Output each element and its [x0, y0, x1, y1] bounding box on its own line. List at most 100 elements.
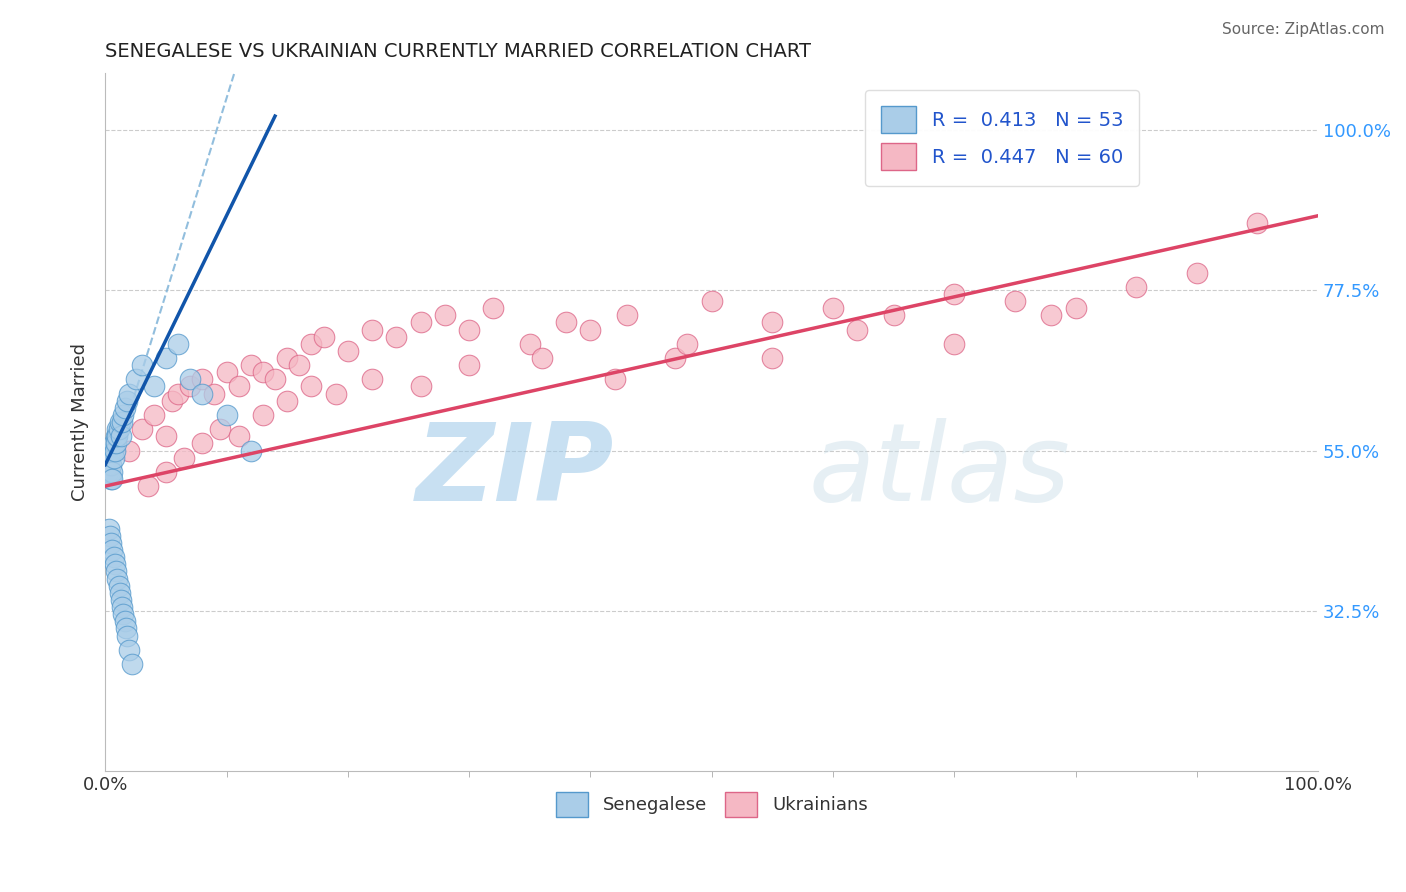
- Point: [108, 586, 131, 600]
- Point: [110, 429, 132, 443]
- Point: [136, 479, 159, 493]
- Point: [761, 351, 783, 365]
- Point: [111, 600, 134, 615]
- Point: [155, 351, 177, 365]
- Point: [191, 436, 214, 450]
- Point: [103, 436, 125, 450]
- Text: Source: ZipAtlas.com: Source: ZipAtlas.com: [1222, 22, 1385, 37]
- Point: [98, 529, 121, 543]
- Point: [160, 393, 183, 408]
- Point: [1246, 216, 1268, 230]
- Point: [131, 358, 153, 372]
- Point: [115, 393, 138, 408]
- Point: [114, 401, 136, 415]
- Point: [361, 372, 384, 386]
- Point: [105, 429, 128, 443]
- Point: [409, 315, 432, 329]
- Point: [676, 336, 699, 351]
- Point: [118, 386, 141, 401]
- Point: [105, 572, 128, 586]
- Point: [239, 358, 262, 372]
- Point: [215, 408, 238, 422]
- Point: [103, 550, 125, 565]
- Point: [312, 329, 335, 343]
- Point: [115, 628, 138, 642]
- Point: [433, 309, 456, 323]
- Point: [114, 615, 136, 629]
- Point: [385, 329, 408, 343]
- Point: [104, 558, 127, 572]
- Point: [228, 429, 250, 443]
- Point: [325, 386, 347, 401]
- Point: [299, 379, 322, 393]
- Point: [209, 422, 232, 436]
- Point: [530, 351, 553, 365]
- Point: [1040, 309, 1063, 323]
- Point: [97, 450, 120, 465]
- Point: [409, 379, 432, 393]
- Point: [821, 301, 844, 316]
- Point: [458, 322, 481, 336]
- Point: [173, 450, 195, 465]
- Point: [264, 372, 287, 386]
- Legend: Senegalese, Ukrainians: Senegalese, Ukrainians: [548, 784, 875, 824]
- Point: [191, 372, 214, 386]
- Point: [118, 642, 141, 657]
- Text: SENEGALESE VS UKRAINIAN CURRENTLY MARRIED CORRELATION CHART: SENEGALESE VS UKRAINIAN CURRENTLY MARRIE…: [105, 42, 811, 61]
- Text: ZIP: ZIP: [416, 417, 614, 524]
- Point: [100, 472, 122, 486]
- Point: [112, 607, 135, 622]
- Point: [215, 365, 238, 379]
- Point: [155, 429, 177, 443]
- Point: [664, 351, 686, 365]
- Point: [114, 621, 136, 635]
- Point: [191, 386, 214, 401]
- Point: [228, 379, 250, 393]
- Point: [1125, 280, 1147, 294]
- Point: [179, 372, 201, 386]
- Point: [1064, 301, 1087, 316]
- Point: [131, 422, 153, 436]
- Text: atlas: atlas: [808, 418, 1070, 524]
- Point: [616, 309, 638, 323]
- Point: [105, 565, 128, 579]
- Point: [97, 465, 120, 479]
- Point: [155, 465, 177, 479]
- Point: [112, 408, 135, 422]
- Point: [118, 443, 141, 458]
- Point: [97, 522, 120, 536]
- Point: [110, 593, 132, 607]
- Point: [603, 372, 626, 386]
- Point: [101, 465, 124, 479]
- Point: [276, 393, 298, 408]
- Point: [883, 309, 905, 323]
- Point: [252, 365, 274, 379]
- Point: [519, 336, 541, 351]
- Point: [101, 443, 124, 458]
- Point: [482, 301, 505, 316]
- Point: [458, 358, 481, 372]
- Point: [121, 657, 143, 671]
- Point: [167, 336, 190, 351]
- Point: [98, 458, 121, 472]
- Point: [299, 336, 322, 351]
- Y-axis label: Currently Married: Currently Married: [72, 343, 89, 501]
- Point: [100, 458, 122, 472]
- Point: [105, 422, 128, 436]
- Point: [761, 315, 783, 329]
- Point: [288, 358, 311, 372]
- Point: [943, 287, 966, 301]
- Point: [103, 450, 125, 465]
- Point: [239, 443, 262, 458]
- Point: [336, 343, 359, 358]
- Point: [96, 450, 118, 465]
- Point: [104, 429, 127, 443]
- Point: [101, 472, 124, 486]
- Point: [108, 415, 131, 429]
- Point: [1004, 294, 1026, 309]
- Point: [700, 294, 723, 309]
- Point: [97, 458, 120, 472]
- Point: [579, 322, 602, 336]
- Point: [142, 408, 165, 422]
- Point: [1185, 266, 1208, 280]
